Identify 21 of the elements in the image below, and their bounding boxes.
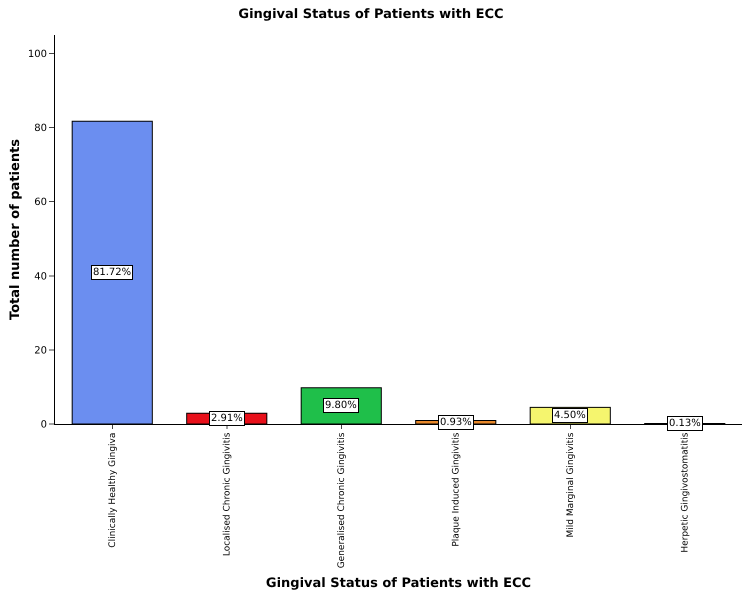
x-tick-label: Plaque Induced Gingivitis: [452, 432, 462, 547]
y-tick-label: 20: [34, 345, 47, 356]
data-label: 4.50%: [554, 410, 586, 421]
x-tick-label: Generalised Chronic Gingivitis: [337, 432, 348, 568]
x-tick-label: Clinically Healthy Gingiva: [108, 432, 118, 548]
data-label: 0.93%: [440, 417, 472, 428]
data-label: 81.72%: [93, 267, 132, 278]
y-tick-label: 100: [28, 49, 47, 60]
x-tick-label: Localised Chronic Gingivitis: [222, 432, 233, 556]
y-tick-label: 60: [34, 197, 47, 208]
x-tick-label: Herpetic Gingivostomatitis: [680, 432, 691, 553]
data-label: 2.91%: [211, 413, 243, 424]
y-tick-label: 80: [34, 123, 47, 134]
x-axis-title: Gingival Status of Patients with ECC: [266, 576, 532, 591]
data-label: 9.80%: [325, 400, 357, 411]
y-axis-title: Total number of patients: [8, 138, 23, 320]
y-tick-label: 40: [34, 271, 47, 282]
x-tick-label: Mild Marginal Gingivitis: [566, 432, 576, 538]
y-tick-label: 0: [40, 420, 47, 430]
chart-title: Gingival Status of Patients with ECC: [238, 7, 504, 22]
data-label: 0.13%: [669, 418, 701, 429]
